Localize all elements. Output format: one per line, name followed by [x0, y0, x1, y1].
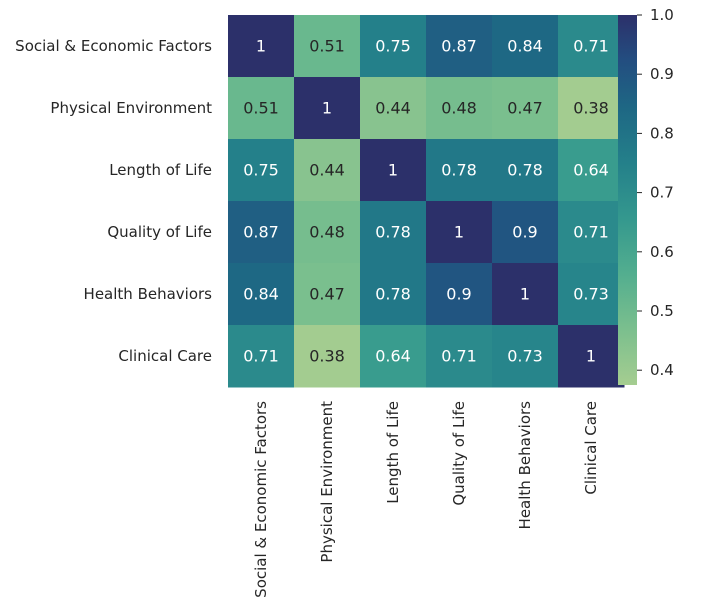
- x-tick-label: Health Behaviors: [516, 401, 534, 530]
- cell-value-label: 0.9: [446, 285, 471, 304]
- heatmap-cell: [228, 77, 295, 140]
- cell-value-label: 0.78: [441, 161, 477, 180]
- heatmap-cell: [228, 15, 295, 78]
- x-tick-label: Length of Life: [384, 401, 402, 504]
- heatmap-cell: [558, 201, 625, 264]
- x-axis-tick-labels: Social & Economic Factors Physical Enviro…: [252, 401, 600, 598]
- cell-value-label: 1: [586, 347, 596, 366]
- cell-value-label: 0.64: [573, 161, 609, 180]
- heatmap-cells: [228, 15, 625, 388]
- heatmap-cell: [426, 263, 493, 326]
- cell-value-label: 0.51: [243, 99, 279, 118]
- heatmap-cell: [360, 77, 427, 140]
- heatmap-cell: [294, 201, 361, 264]
- cell-value-label: 0.84: [243, 285, 279, 304]
- y-tick-label: Social & Economic Factors: [15, 37, 212, 55]
- heatmap-cell: [492, 15, 559, 78]
- heatmap-cell: [558, 77, 625, 140]
- heatmap-cell: [360, 139, 427, 202]
- heatmap-cell: [558, 15, 625, 78]
- heatmap-cell: [360, 15, 427, 78]
- cell-value-label: 0.73: [573, 285, 609, 304]
- cell-value-label: 1: [256, 37, 266, 56]
- cell-value-label: 0.51: [309, 37, 345, 56]
- heatmap-cell: [558, 139, 625, 202]
- y-tick-label: Health Behaviors: [84, 285, 213, 303]
- cell-value-label: 0.44: [375, 99, 411, 118]
- cell-value-label: 0.84: [507, 37, 543, 56]
- cell-value-label: 0.87: [441, 37, 477, 56]
- heatmap-cell: [558, 263, 625, 326]
- cell-value-label: 0.38: [573, 99, 609, 118]
- heatmap-cell: [492, 201, 559, 264]
- cell-value-label: 0.78: [375, 223, 411, 242]
- cell-value-label: 0.78: [507, 161, 543, 180]
- heatmap-cell: [426, 77, 493, 140]
- colorbar-tick-label: 0.4: [650, 361, 674, 379]
- cell-value-label: 0.47: [507, 99, 543, 118]
- heatmap-cell: [426, 325, 493, 388]
- cell-value-label: 1: [322, 99, 332, 118]
- cell-value-label: 0.38: [309, 347, 345, 366]
- cell-value-label: 0.64: [375, 347, 411, 366]
- cell-value-label: 0.87: [243, 223, 279, 242]
- heatmap-cell-labels: 1 0.51 0.75 0.87 0.84 0.71 0.51 1 0.44 0.48 0.47 0.…: [243, 37, 609, 366]
- cell-value-label: 0.78: [375, 285, 411, 304]
- heatmap-cell: [492, 139, 559, 202]
- x-tick-label: Physical Environment: [318, 401, 336, 563]
- colorbar: 0.4 0.5 0.6 0.7 0.8 0.9 1.0: [618, 6, 674, 385]
- heatmap-cell: [294, 139, 361, 202]
- cell-value-label: 0.71: [573, 37, 609, 56]
- colorbar-tick-label: 1.0: [650, 6, 674, 24]
- y-tick-label: Physical Environment: [50, 99, 212, 117]
- colorbar-tick-label: 0.5: [650, 302, 674, 320]
- heatmap-cell: [294, 77, 361, 140]
- y-axis-tick-labels: Social & Economic Factors Physical Enviro…: [15, 37, 213, 365]
- heatmap-cell: [294, 263, 361, 326]
- heatmap-cell: [426, 201, 493, 264]
- colorbar-tick-label: 0.9: [650, 65, 674, 83]
- heatmap-cell: [228, 139, 295, 202]
- cell-value-label: 0.71: [243, 347, 279, 366]
- cell-value-label: 0.9: [512, 223, 537, 242]
- cell-value-label: 0.71: [441, 347, 477, 366]
- x-tick-label: Social & Economic Factors: [252, 401, 270, 598]
- heatmap-cell: [228, 325, 295, 388]
- colorbar-gradient: [618, 15, 637, 385]
- y-tick-label: Quality of Life: [107, 223, 212, 241]
- colorbar-tick-label: 0.6: [650, 243, 674, 261]
- cell-value-label: 0.71: [573, 223, 609, 242]
- cell-value-label: 0.47: [309, 285, 345, 304]
- cell-value-label: 0.44: [309, 161, 345, 180]
- cell-value-label: 0.73: [507, 347, 543, 366]
- heatmap-cell: [360, 325, 427, 388]
- cell-value-label: 1: [520, 285, 530, 304]
- heatmap-cell: [426, 15, 493, 78]
- heatmap-cell: [294, 15, 361, 78]
- cell-value-label: 0.48: [309, 223, 345, 242]
- heatmap-cell: [228, 263, 295, 326]
- heatmap-cell: [492, 325, 559, 388]
- x-tick-label: Quality of Life: [450, 401, 468, 506]
- heatmap-cell: [492, 263, 559, 326]
- cell-value-label: 1: [454, 223, 464, 242]
- cell-value-label: 0.75: [243, 161, 279, 180]
- heatmap-cell: [492, 77, 559, 140]
- heatmap-cell: [360, 201, 427, 264]
- y-tick-label: Clinical Care: [118, 347, 212, 365]
- heatmap-cell: [558, 325, 625, 388]
- colorbar-tick-label: 0.8: [650, 124, 674, 142]
- heatmap-cell: [228, 201, 295, 264]
- cell-value-label: 0.75: [375, 37, 411, 56]
- heatmap-cell: [426, 139, 493, 202]
- heatmap-cell: [294, 325, 361, 388]
- x-tick-label: Clinical Care: [582, 401, 600, 495]
- cell-value-label: 0.48: [441, 99, 477, 118]
- heatmap-cell: [360, 263, 427, 326]
- cell-value-label: 1: [388, 161, 398, 180]
- y-tick-label: Length of Life: [109, 161, 212, 179]
- colorbar-tick-label: 0.7: [650, 184, 674, 202]
